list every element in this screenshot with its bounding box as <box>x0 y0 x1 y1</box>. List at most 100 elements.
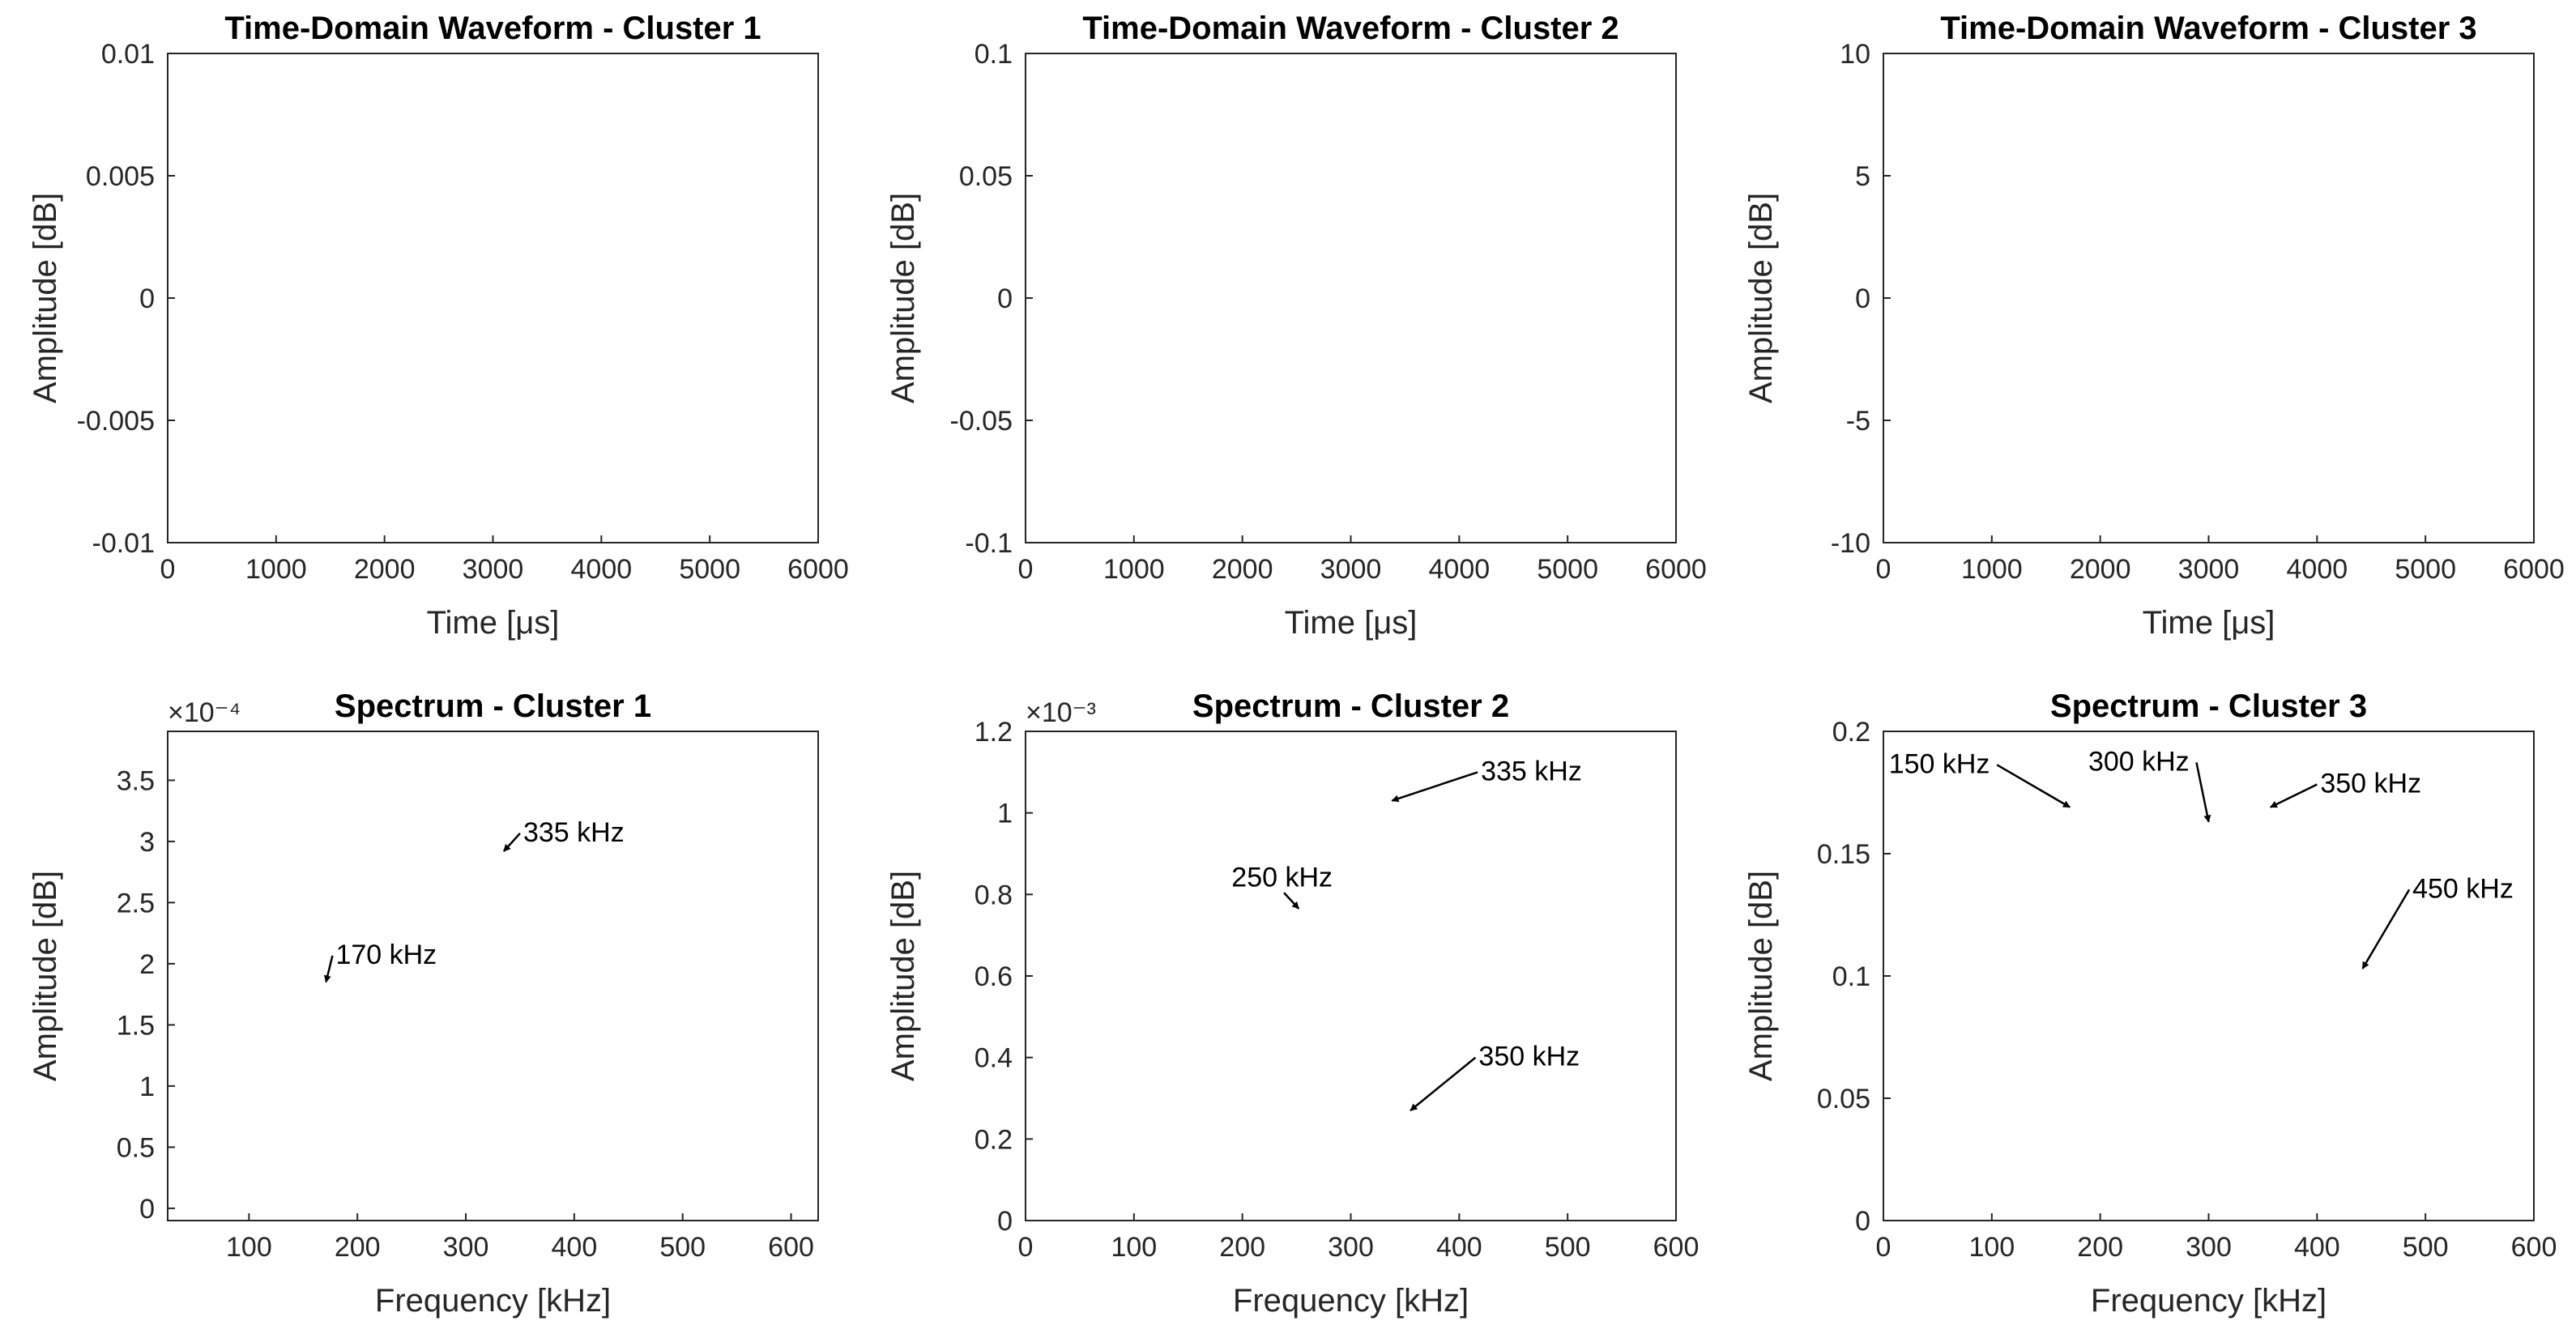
y-tick-label: 0.15 <box>1817 839 1870 870</box>
x-tick-label: 400 <box>1436 1232 1482 1263</box>
y-tick-label: 1.2 <box>975 717 1013 748</box>
y-tick-label: 0.2 <box>975 1124 1013 1155</box>
y-tick-label: 0 <box>1855 1206 1870 1237</box>
y-tick-label: 0.8 <box>975 880 1013 910</box>
x-tick-label: 200 <box>335 1232 381 1263</box>
x-tick-label: 6000 <box>2503 554 2565 585</box>
x-tick-label: 600 <box>2511 1232 2557 1263</box>
peak-annotation-arrow <box>1391 771 1478 803</box>
x-tick-label: 4000 <box>571 554 633 585</box>
y-tick-label: 1 <box>139 1072 155 1102</box>
y-axis-label: Amplitude [dB] <box>28 193 63 403</box>
peak-annotation-label: 250 kHz <box>1231 862 1333 893</box>
chart-title: Spectrum - Cluster 2 <box>1192 688 1509 724</box>
x-tick-label: 4000 <box>2287 554 2348 585</box>
y-tick-label: 0 <box>1855 283 1870 314</box>
x-axis-label: Frequency [kHz] <box>375 1283 611 1319</box>
peak-annotation-label: 335 kHz <box>523 817 625 848</box>
x-tick-label: 100 <box>1111 1232 1157 1263</box>
x-tick-label: 1000 <box>245 554 307 585</box>
peak-annotation-arrow <box>2361 888 2411 969</box>
x-tick-label: 400 <box>552 1232 598 1263</box>
y-axis-label: Amplitude [dB] <box>885 193 921 403</box>
y-tick-label: -0.05 <box>950 406 1013 437</box>
x-tick-label: 200 <box>1219 1232 1265 1263</box>
chart-panel-wave2: 0 1000 2000 3000 4000 5000 6000 -0.1 -0.05 0 0.05 0… <box>885 11 1707 641</box>
peak-annotation-label: 450 kHz <box>2412 873 2514 904</box>
x-axis-label: Time [μs] <box>427 605 560 641</box>
y-tick-label: 0.1 <box>975 39 1013 70</box>
y-tick-label: 0 <box>997 1206 1013 1237</box>
peak-annotation-arrow <box>1283 892 1300 910</box>
x-tick-label: 4000 <box>1429 554 1491 585</box>
x-tick-label: 3000 <box>2178 554 2240 585</box>
chart-title: Spectrum - Cluster 1 <box>335 688 651 724</box>
y-exponent-label: ×10⁻³ <box>1026 697 1096 728</box>
chart-panel-spec1: 100 200 300 400 500 600 0 0.5 1 1.5 2 2.5 3 3.5 ×10⁻⁴ S… <box>28 688 819 1319</box>
y-axis-label: Amplitude [dB] <box>1743 193 1779 403</box>
y-tick-label: -5 <box>1846 406 1870 437</box>
peak-annotation-label: 350 kHz <box>1478 1042 1580 1072</box>
y-tick-label: 0.1 <box>1832 961 1870 992</box>
peak-annotation-arrow <box>2195 762 2211 823</box>
y-tick-label: 2 <box>139 949 155 980</box>
axes-box <box>1025 731 1677 1221</box>
chart-panel-wave1: 0 1000 2000 3000 4000 5000 6000 -0.01 -0.005 0 0.0… <box>28 11 849 641</box>
y-tick-label: 3.5 <box>117 765 155 796</box>
peak-annotation-label: 150 kHz <box>1889 748 1990 779</box>
y-tick-label: 0.01 <box>101 39 155 70</box>
peak-annotation-label: 350 kHz <box>2320 769 2421 799</box>
peak-annotation-arrow <box>502 833 521 852</box>
axes-box <box>1883 731 2535 1221</box>
y-tick-label: 0 <box>139 283 155 314</box>
chart-title: Time-Domain Waveform - Cluster 1 <box>224 11 761 46</box>
y-tick-label: 0 <box>997 283 1013 314</box>
x-axis-label: Frequency [kHz] <box>1233 1283 1469 1319</box>
y-tick-label: 0.6 <box>975 961 1013 992</box>
x-tick-label: 500 <box>659 1232 706 1263</box>
x-tick-label: 300 <box>443 1232 489 1263</box>
x-tick-label: 2000 <box>354 554 416 585</box>
y-tick-label: 5 <box>1855 161 1870 192</box>
x-tick-label: 1000 <box>1103 554 1165 585</box>
y-tick-label: -0.005 <box>77 406 155 437</box>
x-axis-label: Time [μs] <box>1285 605 1418 641</box>
y-tick-label: 0 <box>139 1194 155 1225</box>
y-tick-label: 0.4 <box>975 1043 1013 1074</box>
x-tick-label: 300 <box>2186 1232 2232 1263</box>
x-tick-label: 400 <box>2294 1232 2340 1263</box>
x-axis-label: Time [μs] <box>2143 605 2275 641</box>
chart-panel-spec2: 0 100 200 300 400 500 600 0 0.2 0.4 0.6 0.8 1 1.2 ×10⁻… <box>885 688 1699 1319</box>
x-tick-label: 0 <box>160 554 176 585</box>
chart-panel-wave3: 0 1000 2000 3000 4000 5000 6000 -10 -5 0 5 10 Time-D… <box>1743 11 2565 641</box>
x-axis-label: Frequency [kHz] <box>2091 1283 2327 1319</box>
x-tick-label: 600 <box>1653 1232 1700 1263</box>
x-tick-label: 0 <box>1018 554 1034 585</box>
peak-annotation-arrow <box>2269 783 2318 808</box>
x-tick-label: 0 <box>1018 1232 1034 1263</box>
y-tick-label: 2.5 <box>117 888 155 918</box>
x-tick-label: 300 <box>1328 1232 1374 1263</box>
chart-panel-spec3: 0 100 200 300 400 500 600 0 0.05 0.1 0.15 0.2 Spectr… <box>1743 688 2557 1319</box>
peak-annotation-arrow <box>323 955 334 983</box>
y-axis-label: Amplitude [dB] <box>1743 871 1779 1081</box>
peak-annotation-arrow <box>1410 1056 1477 1112</box>
x-tick-label: 6000 <box>787 554 849 585</box>
x-tick-label: 5000 <box>2395 554 2456 585</box>
x-tick-label: 3000 <box>1320 554 1382 585</box>
y-tick-label: -0.1 <box>965 528 1013 559</box>
y-tick-label: 1 <box>997 799 1013 829</box>
chart-title: Time-Domain Waveform - Cluster 3 <box>1940 11 2476 46</box>
x-tick-label: 500 <box>2403 1232 2449 1263</box>
x-tick-label: 1000 <box>1961 554 2023 585</box>
y-tick-label: 0.2 <box>1832 717 1870 748</box>
axes-box <box>1025 53 1677 543</box>
peak-annotation-label: 300 kHz <box>2088 746 2190 777</box>
x-tick-label: 5000 <box>1537 554 1598 585</box>
x-tick-label: 0 <box>1876 554 1891 585</box>
peak-annotation-label: 335 kHz <box>1481 756 1582 786</box>
y-tick-label: 0.005 <box>86 161 155 192</box>
x-tick-label: 6000 <box>1645 554 1707 585</box>
